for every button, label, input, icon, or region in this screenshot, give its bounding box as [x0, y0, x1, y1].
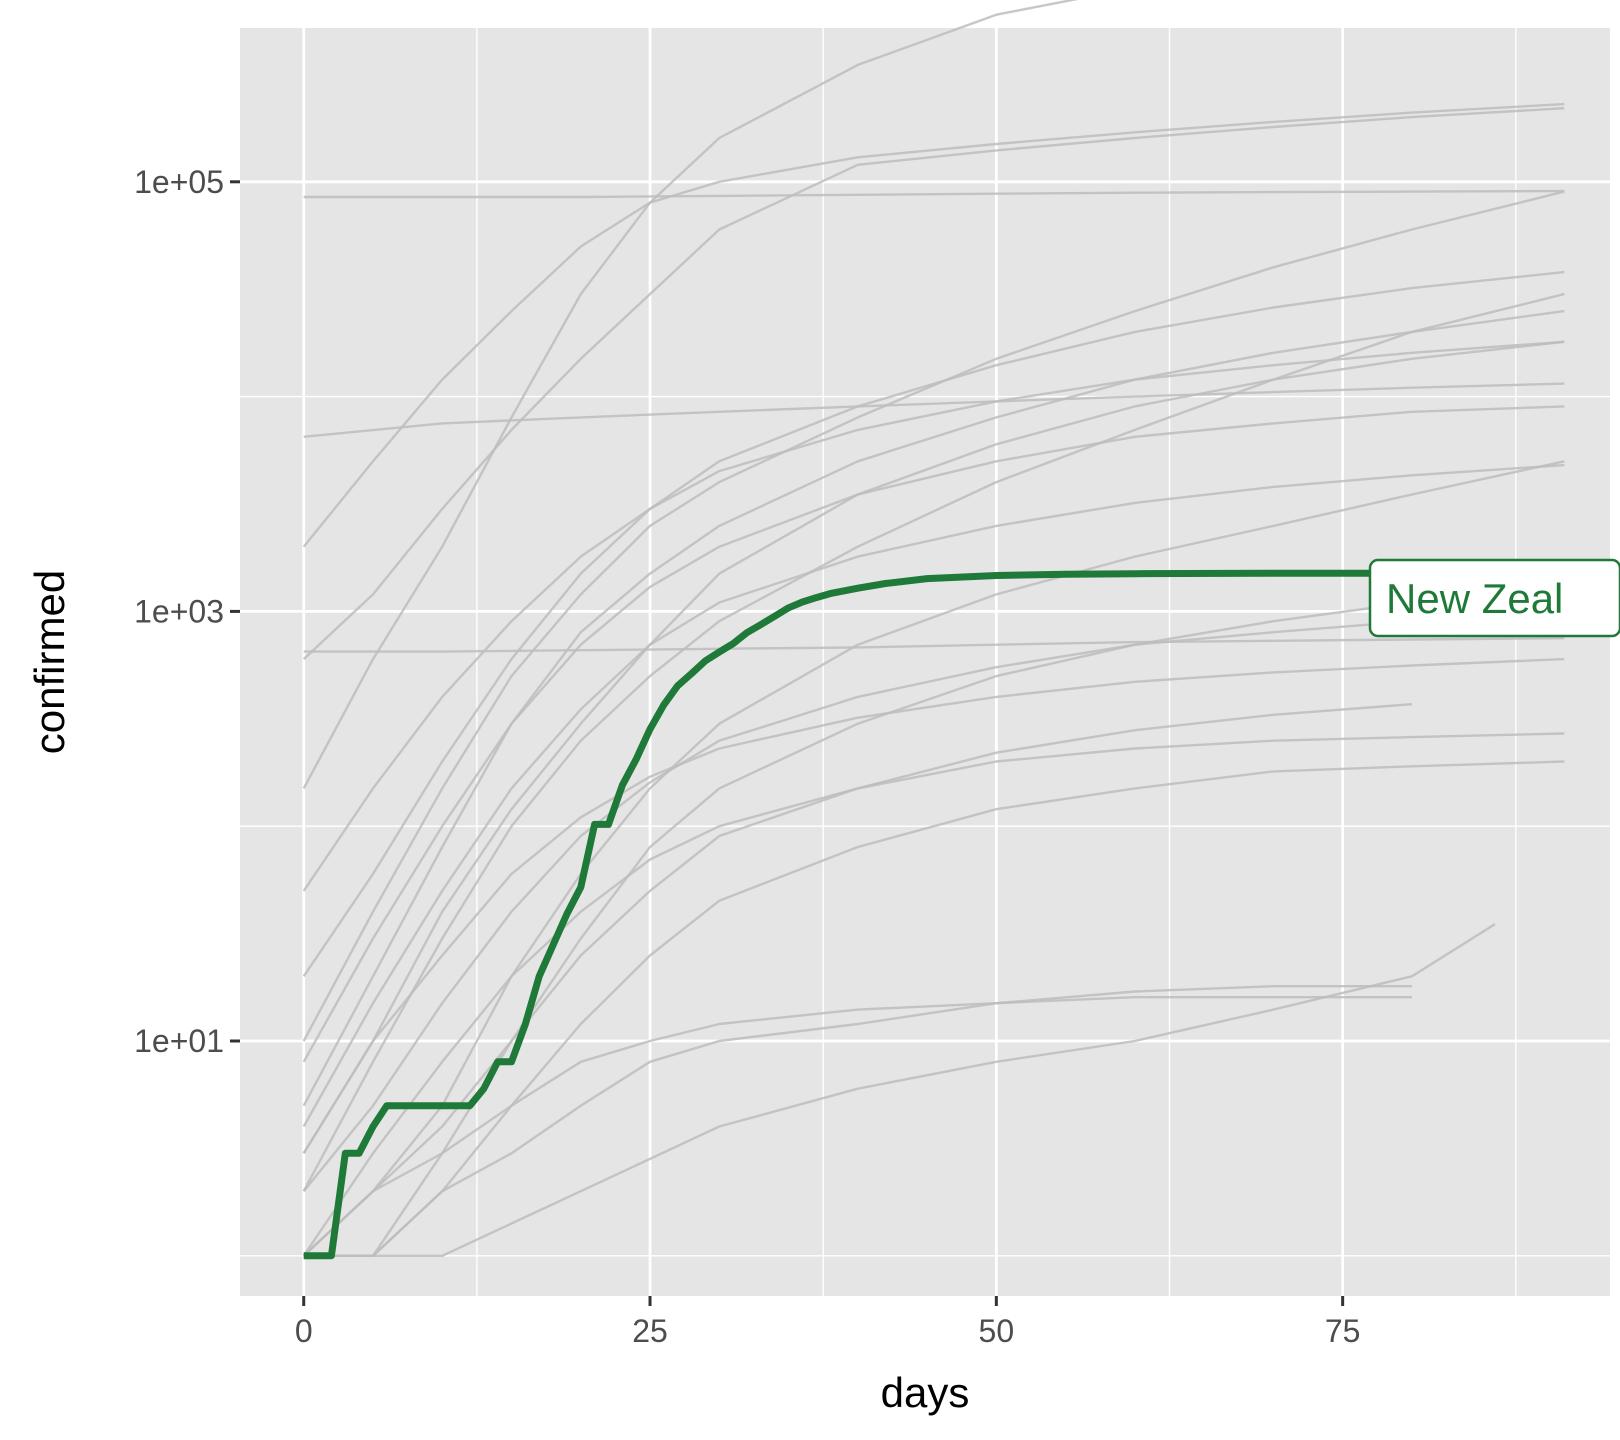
y-tick-label-1: 1e+03	[134, 593, 224, 629]
background-series-line-18	[303, 923, 1496, 1257]
background-series-line-0	[302, 107, 1565, 660]
background-series-group	[302, 0, 1565, 1257]
background-series-line-11	[302, 703, 1412, 1257]
highlight-callout: New Zeal	[1368, 558, 1620, 638]
highlight-series-line	[303, 569, 1565, 1260]
background-series-line-23	[302, 463, 1565, 1128]
x-tick-label-2: 50	[979, 1313, 1015, 1349]
callout-box	[1368, 558, 1620, 638]
background-series-line-2	[303, 189, 1565, 199]
callout-label: New Zeal	[1386, 575, 1563, 622]
x-tick-label-1: 25	[632, 1313, 668, 1349]
background-series-line-19	[302, 405, 1565, 1063]
x-tick-label-0: 0	[295, 1313, 313, 1349]
x-axis-title: days	[881, 1369, 970, 1416]
x-axis: 0 25 50 75	[295, 1296, 1361, 1349]
background-series-line-17	[302, 610, 1565, 1192]
highlight-series-group	[303, 569, 1565, 1260]
y-axis: 1e+01 1e+03 1e+05	[134, 164, 240, 1059]
background-series-line-16	[302, 732, 1565, 1257]
y-tick-label-2: 1e+05	[134, 164, 224, 200]
background-series-line-15	[302, 657, 1565, 1154]
background-series-line-13	[302, 340, 1565, 892]
background-series-line-1	[302, 0, 1079, 789]
background-series-line-3	[303, 382, 1565, 438]
background-series-line-20	[303, 760, 1565, 1257]
background-series-line-21	[302, 270, 1565, 977]
x-tick-label-3: 75	[1325, 1313, 1361, 1349]
background-series-line-10	[302, 309, 1565, 1107]
y-axis-title: confirmed	[26, 570, 73, 754]
major-gridlines	[240, 28, 1610, 1296]
plot-panel	[240, 28, 1610, 1296]
background-series-line-14	[302, 190, 1565, 1042]
background-series-line-4	[302, 102, 1565, 548]
background-series-line-6	[303, 637, 1565, 653]
minor-gridlines	[240, 28, 1610, 1296]
background-series-line-8	[302, 292, 1565, 1192]
background-series-line-22	[302, 996, 1412, 1257]
y-tick-label-0: 1e+01	[134, 1023, 224, 1059]
